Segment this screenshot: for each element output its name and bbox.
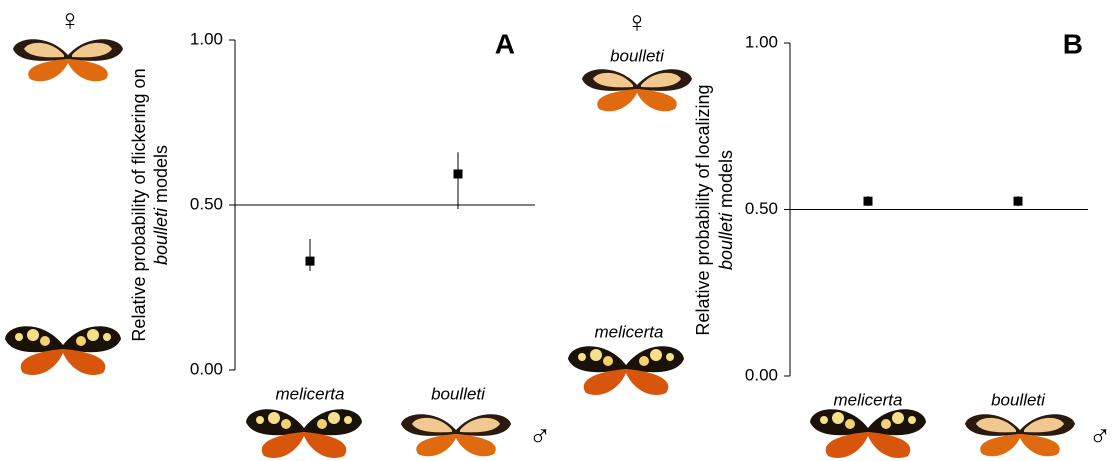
y-tick-label: 0.00 — [190, 359, 223, 378]
male-symbol: ♂ — [1089, 420, 1112, 453]
y-tick-label: 1.00 — [190, 29, 223, 48]
y-axis-label-part: models — [716, 150, 736, 208]
y-tick-label: 1.00 — [745, 32, 778, 51]
male-model-label: melicerta — [595, 322, 664, 341]
butterfly-image — [5, 326, 121, 375]
y-axis-label: boulleti models — [716, 150, 736, 270]
y-axis-label-part: boulleti — [151, 207, 171, 265]
y-axis-label: Relative probability of flickering on — [129, 68, 149, 341]
y-axis-label: Relative probability of localizing — [693, 84, 713, 335]
butterfly-image — [810, 409, 926, 458]
y-tick-label: 0.50 — [745, 199, 778, 218]
y-axis-label: boulleti models — [151, 145, 171, 265]
butterfly-image — [965, 414, 1075, 457]
butterfly-image — [401, 414, 511, 457]
butterfly-image — [568, 346, 684, 395]
data-point — [1013, 196, 1023, 206]
butterfly-image — [582, 69, 692, 112]
y-tick-label: 0.00 — [745, 365, 778, 384]
x-tick-label: boulleti — [991, 390, 1046, 409]
butterfly-image — [246, 409, 362, 458]
male-symbol: ♂ — [529, 420, 552, 453]
y-axis-label-part: models — [151, 145, 171, 203]
butterfly-image — [13, 39, 123, 82]
panel-letter: B — [1063, 28, 1083, 59]
female-model-label: boulleti — [610, 46, 665, 65]
y-tick-label: 0.50 — [190, 194, 223, 213]
y-axis-label-part: boulleti — [716, 212, 736, 270]
data-point — [863, 196, 873, 206]
x-tick-label: melicerta — [276, 384, 345, 403]
y-axis-label-part: Relative probability of localizing — [693, 84, 713, 335]
panel-letter: A — [495, 28, 515, 59]
y-axis-label-part: Relative probability of flickering on — [129, 68, 149, 341]
x-tick-label: boulleti — [431, 384, 486, 403]
data-point — [305, 256, 315, 266]
female-symbol: ♀ — [59, 4, 82, 37]
data-point — [453, 169, 463, 179]
female-symbol: ♀ — [626, 6, 649, 39]
x-tick-label: melicerta — [834, 390, 903, 409]
